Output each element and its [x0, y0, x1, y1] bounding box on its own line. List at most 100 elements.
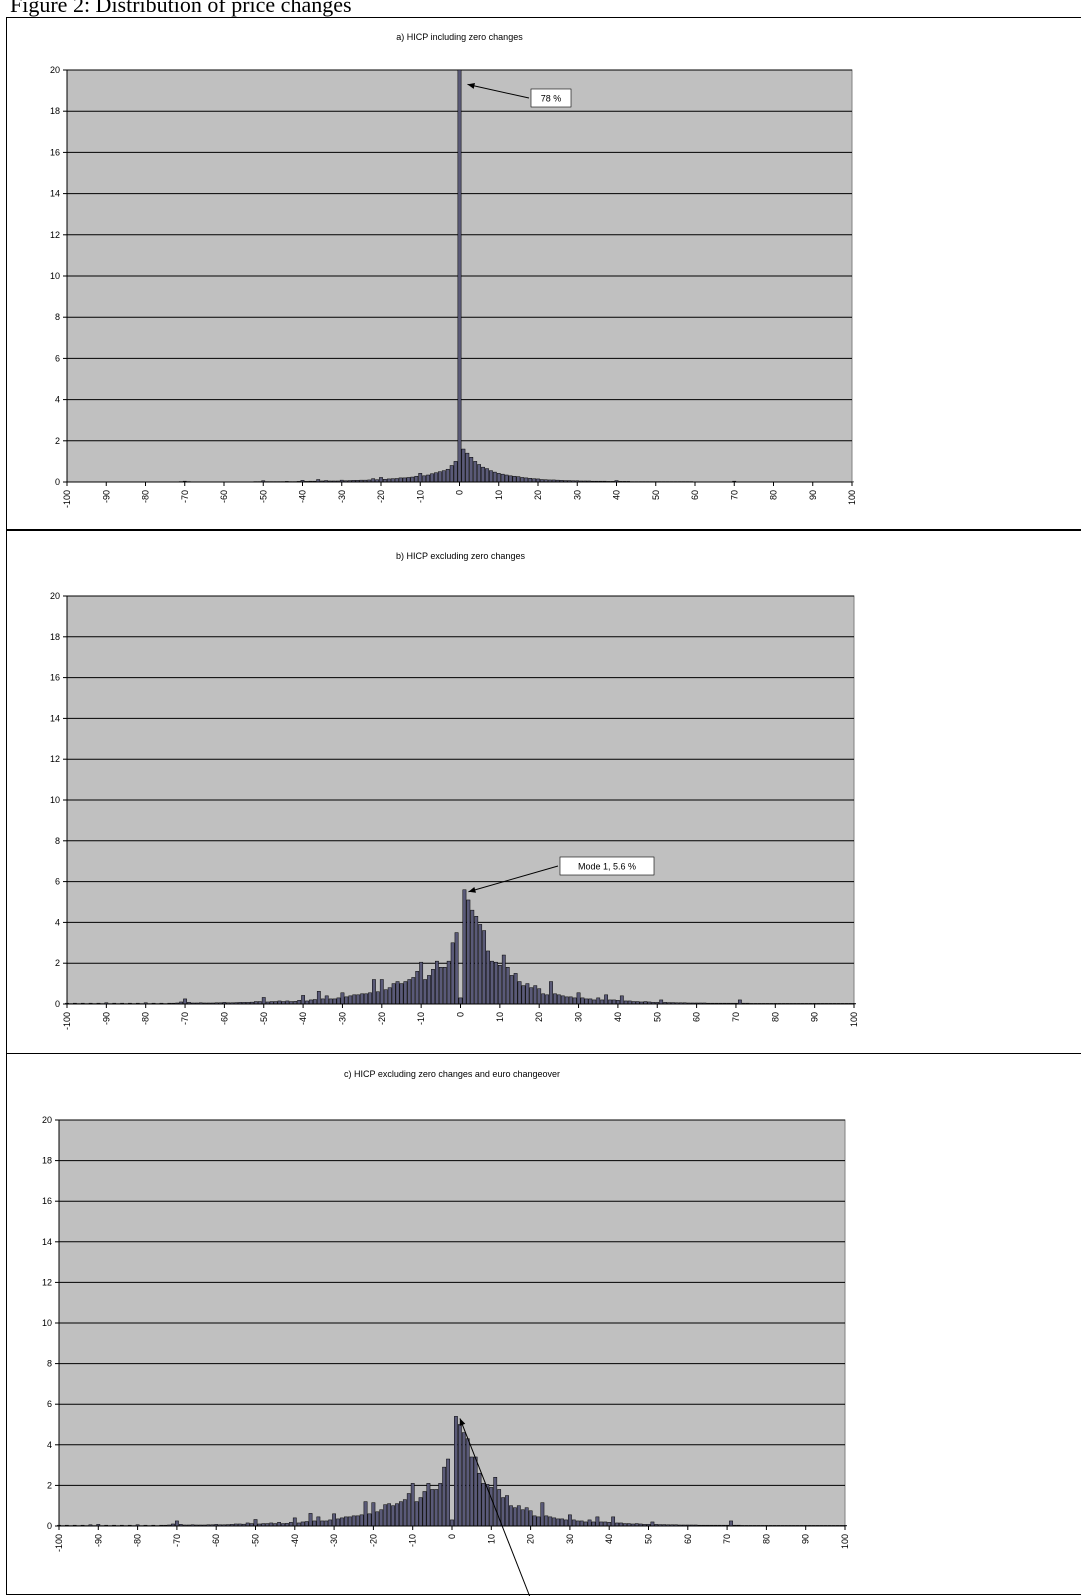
bar: [466, 1439, 469, 1526]
bar: [400, 984, 403, 1004]
x-tick-label: -100: [54, 1534, 64, 1552]
x-tick-label: 80: [770, 1012, 780, 1022]
bar: [573, 998, 576, 1004]
bar: [510, 975, 513, 1004]
bar: [408, 980, 411, 1004]
bar: [415, 1502, 418, 1526]
bar: [340, 1518, 343, 1526]
bar: [513, 1508, 516, 1526]
bar: [545, 1516, 548, 1526]
bar: [458, 70, 461, 482]
chart-title-c: c) HICP excluding zero changes and euro …: [344, 1069, 560, 1079]
bar: [348, 1517, 351, 1526]
bar: [549, 1517, 552, 1526]
x-tick-label: -50: [258, 490, 268, 503]
figure-title: Figure 2: Distribution of price changes: [10, 0, 352, 18]
bar: [525, 1508, 528, 1526]
bar: [426, 475, 429, 482]
bar: [592, 1522, 595, 1526]
bar: [494, 1477, 497, 1526]
bar: [309, 1000, 312, 1004]
bar: [325, 996, 328, 1004]
y-tick-label: 0: [55, 477, 60, 487]
bar: [564, 1520, 567, 1526]
y-tick-label: 2: [55, 436, 60, 446]
bar: [529, 478, 532, 482]
bar: [380, 980, 383, 1004]
bar: [372, 980, 375, 1004]
x-tick-label: -30: [337, 490, 347, 503]
y-tick-label: 8: [55, 312, 60, 322]
y-tick-label: 12: [50, 754, 60, 764]
annotation-label-a: 78 %: [541, 94, 562, 104]
y-tick-label: 4: [55, 917, 60, 927]
chart-title-a: a) HICP including zero changes: [396, 32, 523, 42]
x-tick-label: 100: [847, 490, 857, 505]
x-tick-label: -30: [337, 1012, 347, 1025]
y-tick-label: 10: [42, 1318, 52, 1328]
bar: [494, 962, 497, 1004]
y-tick-label: 8: [47, 1359, 52, 1369]
x-tick-label: 0: [456, 1012, 466, 1017]
bar: [423, 980, 426, 1004]
bar: [533, 1516, 536, 1526]
bar: [435, 1489, 438, 1526]
bar: [313, 1521, 316, 1526]
x-tick-label: -40: [298, 1012, 308, 1025]
bar: [412, 977, 415, 1004]
bar: [565, 997, 568, 1004]
bar: [463, 890, 466, 1004]
bar: [557, 995, 560, 1004]
bar: [419, 1498, 422, 1526]
bar: [175, 1521, 178, 1526]
chart-c: c) HICP excluding zero changes and euro …: [7, 1054, 1081, 1596]
bar: [376, 992, 379, 1004]
bar: [517, 1506, 520, 1526]
x-tick-label: 20: [534, 1012, 544, 1022]
bar: [450, 1520, 453, 1526]
x-tick-label: 30: [565, 1534, 575, 1544]
bar: [447, 961, 450, 1004]
y-tick-label: 0: [55, 999, 60, 1009]
bar: [660, 1000, 663, 1004]
bar: [549, 982, 552, 1004]
x-tick-label: -70: [180, 1012, 190, 1025]
bar: [505, 1496, 508, 1526]
x-tick-label: -10: [415, 490, 425, 503]
bar: [585, 999, 588, 1004]
bar: [485, 469, 488, 482]
bar: [475, 916, 478, 1004]
bar: [501, 1498, 504, 1526]
x-tick-label: 20: [526, 1534, 536, 1544]
bar: [341, 993, 344, 1004]
x-tick-label: -80: [141, 490, 151, 503]
bar: [423, 476, 426, 482]
x-tick-label: -20: [377, 1012, 387, 1025]
y-tick-label: 4: [55, 395, 60, 405]
bar: [509, 476, 512, 482]
y-tick-label: 12: [42, 1277, 52, 1287]
y-tick-label: 0: [47, 1521, 52, 1531]
x-tick-label: -90: [101, 1012, 111, 1025]
bar: [435, 961, 438, 1004]
bar: [321, 1521, 324, 1526]
x-tick-label: 40: [613, 1012, 623, 1022]
bar: [482, 931, 485, 1004]
bar: [442, 471, 445, 482]
bar: [438, 472, 441, 482]
bar: [313, 1000, 316, 1004]
x-tick-label: 80: [761, 1534, 771, 1544]
bar: [254, 1520, 257, 1527]
y-tick-label: 2: [47, 1480, 52, 1490]
y-tick-label: 14: [50, 189, 60, 199]
bar: [604, 1522, 607, 1526]
bar: [466, 453, 469, 482]
bar: [526, 984, 529, 1004]
bar: [502, 955, 505, 1004]
bar: [611, 1517, 614, 1526]
bar: [509, 1506, 512, 1526]
bar: [352, 1516, 355, 1526]
x-tick-label: -70: [172, 1534, 182, 1547]
bar: [517, 477, 520, 482]
